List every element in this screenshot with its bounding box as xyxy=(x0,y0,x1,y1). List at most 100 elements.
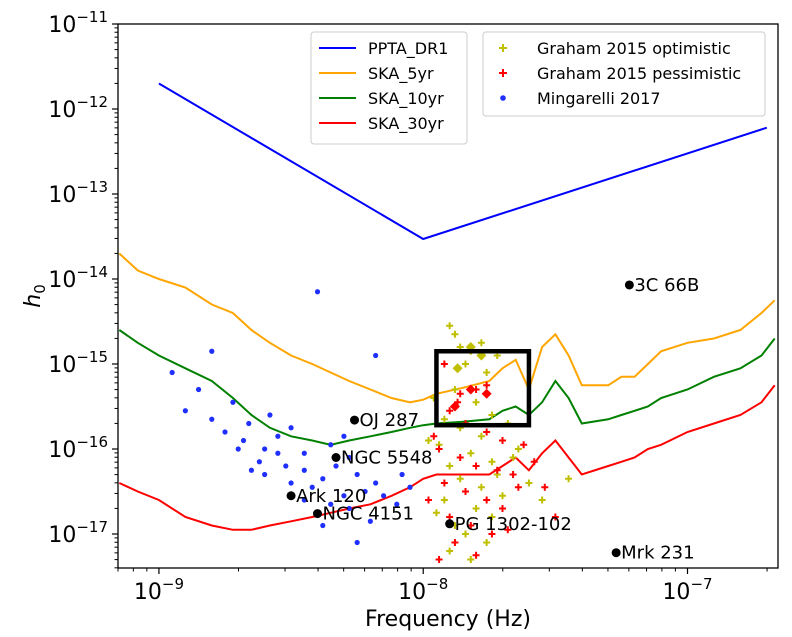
y-axis-label-main: h xyxy=(21,294,46,308)
graham-pessimistic-point xyxy=(504,526,512,534)
source-label-5: PG 1302-102 xyxy=(455,514,572,535)
graham-optimistic-point xyxy=(488,513,496,521)
mingarelli-point xyxy=(283,463,289,469)
mingarelli-point xyxy=(328,501,334,507)
graham-pessimistic-point xyxy=(514,483,522,491)
graham-optimistic-point xyxy=(432,509,440,517)
mingarelli-point xyxy=(275,450,281,456)
source-dot-3 xyxy=(286,491,296,501)
mingarelli-point xyxy=(235,446,241,452)
legend-label-scatter-2: Mingarelli 2017 xyxy=(537,89,661,108)
series-line-ska-30yr xyxy=(118,384,776,531)
graham-optimistic-point xyxy=(483,539,491,546)
mingarelli-point xyxy=(399,471,405,478)
mingarelli-point xyxy=(301,450,307,456)
source-dot-1 xyxy=(350,415,360,425)
graham-pessimistic-point xyxy=(451,539,459,546)
graham-optimistic-point xyxy=(488,458,496,466)
graham-optimistic-point xyxy=(451,330,459,338)
source-label-4: NGC 4151 xyxy=(323,504,415,525)
mingarelli-point xyxy=(262,471,268,478)
graham-optimistic-point xyxy=(477,339,485,347)
x-axis-label: Frequency (Hz) xyxy=(365,607,531,632)
mingarelli-point xyxy=(209,348,215,354)
plot-frame xyxy=(117,23,779,569)
mingarelli-point xyxy=(367,518,373,524)
graham-optimistic-point xyxy=(514,445,522,453)
legend-label-ska-5yr: SKA_5yr xyxy=(368,64,434,84)
mingarelli-point xyxy=(309,484,315,490)
y-tick-label-6: 10−17 xyxy=(48,518,108,548)
mingarelli-point xyxy=(328,442,334,448)
graham-pessimistic-highlight xyxy=(449,401,460,412)
source-dot-4 xyxy=(313,509,323,519)
mingarelli-point xyxy=(341,433,347,439)
source-label-2: NGC 5548 xyxy=(341,448,433,469)
mingarelli-point xyxy=(288,480,294,486)
series-line-ska-10yr xyxy=(118,329,776,446)
graham-pessimistic-point xyxy=(435,556,443,563)
mingarelli-point xyxy=(169,369,175,376)
mingarelli-point xyxy=(301,467,307,473)
graham-optimistic-point xyxy=(451,386,459,393)
graham-optimistic-point xyxy=(472,505,480,512)
mingarelli-point xyxy=(267,412,273,418)
legend-label-scatter-0: Graham 2015 optimistic xyxy=(537,39,731,58)
mingarelli-point xyxy=(195,386,202,393)
mingarelli-point xyxy=(275,433,281,439)
mingarelli-point xyxy=(288,425,294,431)
mingarelli-point xyxy=(407,484,413,490)
graham-optimistic-point xyxy=(462,530,470,538)
sensitivity-curves xyxy=(118,82,776,531)
graham-pessimistic-point xyxy=(467,522,475,529)
graham-optimistic-point xyxy=(477,483,485,491)
mingarelli-point xyxy=(230,399,236,405)
graham-pessimistic-point xyxy=(509,471,517,478)
x-tick-label-0: 10−9 xyxy=(134,575,184,605)
source-label-3: Ark 120 xyxy=(296,486,366,507)
graham-optimistic-point xyxy=(446,322,454,330)
graham-pessimistic-highlight xyxy=(481,388,492,399)
graham-optimistic-point xyxy=(462,360,470,368)
source-dot-6 xyxy=(611,548,621,558)
mingarelli-point xyxy=(246,420,252,427)
graham-optimistic-point xyxy=(467,556,475,563)
graham-optimistic-point xyxy=(509,454,517,461)
mingarelli-point xyxy=(182,408,188,414)
source-dot-2 xyxy=(331,453,341,462)
graham-pessimistic-highlight xyxy=(465,384,476,395)
graham-pessimistic-point xyxy=(462,488,470,495)
graham-pessimistic-point xyxy=(472,462,480,470)
x-tick-label-2: 10−7 xyxy=(662,575,712,605)
graham-pessimistic-point xyxy=(530,458,538,466)
x-tick-label-1: 10−8 xyxy=(398,575,448,605)
graham-optimistic-point xyxy=(499,492,507,500)
graham-pessimistic-point xyxy=(425,496,433,504)
legend-label-ska-10yr: SKA_10yr xyxy=(368,89,444,109)
graham-optimistic-point xyxy=(525,479,533,487)
axes: 10−9 10−8 10−7 10−11 10−12 10−13 10−14 10−15 10−… xyxy=(48,8,768,605)
graham-pessimistic-point xyxy=(499,437,507,444)
legend-scatter-box xyxy=(482,31,766,117)
graham-pessimistic-point xyxy=(488,530,496,538)
y-tick-label-1: 10−12 xyxy=(48,93,108,123)
graham-optimistic-point xyxy=(467,449,475,457)
legend-marker-dot xyxy=(500,95,506,101)
legend-label-scatter-1: Graham 2015 pessimistic xyxy=(537,64,741,83)
source-label-1: OJ 287 xyxy=(360,410,420,431)
source-dot-0 xyxy=(624,280,634,290)
y-axis-label: h0 xyxy=(21,284,49,308)
graham-optimistic-highlight xyxy=(452,363,463,374)
graham-optimistic-point xyxy=(456,475,464,483)
mingarelli-point xyxy=(346,505,352,512)
mingarelli-point xyxy=(354,539,360,546)
source-label-6: Mrk 231 xyxy=(621,543,694,564)
highlight-box xyxy=(434,349,532,428)
graham-pessimistic-point xyxy=(440,479,448,487)
graham-pessimistic-point xyxy=(456,454,464,461)
graham-pessimistic-point xyxy=(483,381,491,389)
graham-pessimistic-point xyxy=(472,551,480,559)
mingarelli-point xyxy=(341,493,347,499)
graham-pessimistic-point xyxy=(483,496,491,504)
